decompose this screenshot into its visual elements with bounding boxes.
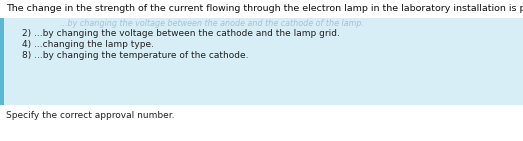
- Text: Specify the correct approval number.: Specify the correct approval number.: [6, 111, 175, 120]
- Bar: [0, 18, 523, 105]
- Text: ...by changing the voltage between the anode and the cathode of the lamp.: ...by changing the voltage between the a…: [60, 19, 364, 28]
- Bar: [0, 18, 4, 105]
- Text: 4) ...changing the lamp type.: 4) ...changing the lamp type.: [22, 40, 154, 49]
- Text: The change in the strength of the current flowing through the electron lamp in t: The change in the strength of the curren…: [6, 4, 523, 13]
- Text: 2) ...by changing the voltage between the cathode and the lamp grid.: 2) ...by changing the voltage between th…: [22, 29, 340, 38]
- Text: 8) ...by changing the temperature of the cathode.: 8) ...by changing the temperature of the…: [22, 51, 248, 60]
